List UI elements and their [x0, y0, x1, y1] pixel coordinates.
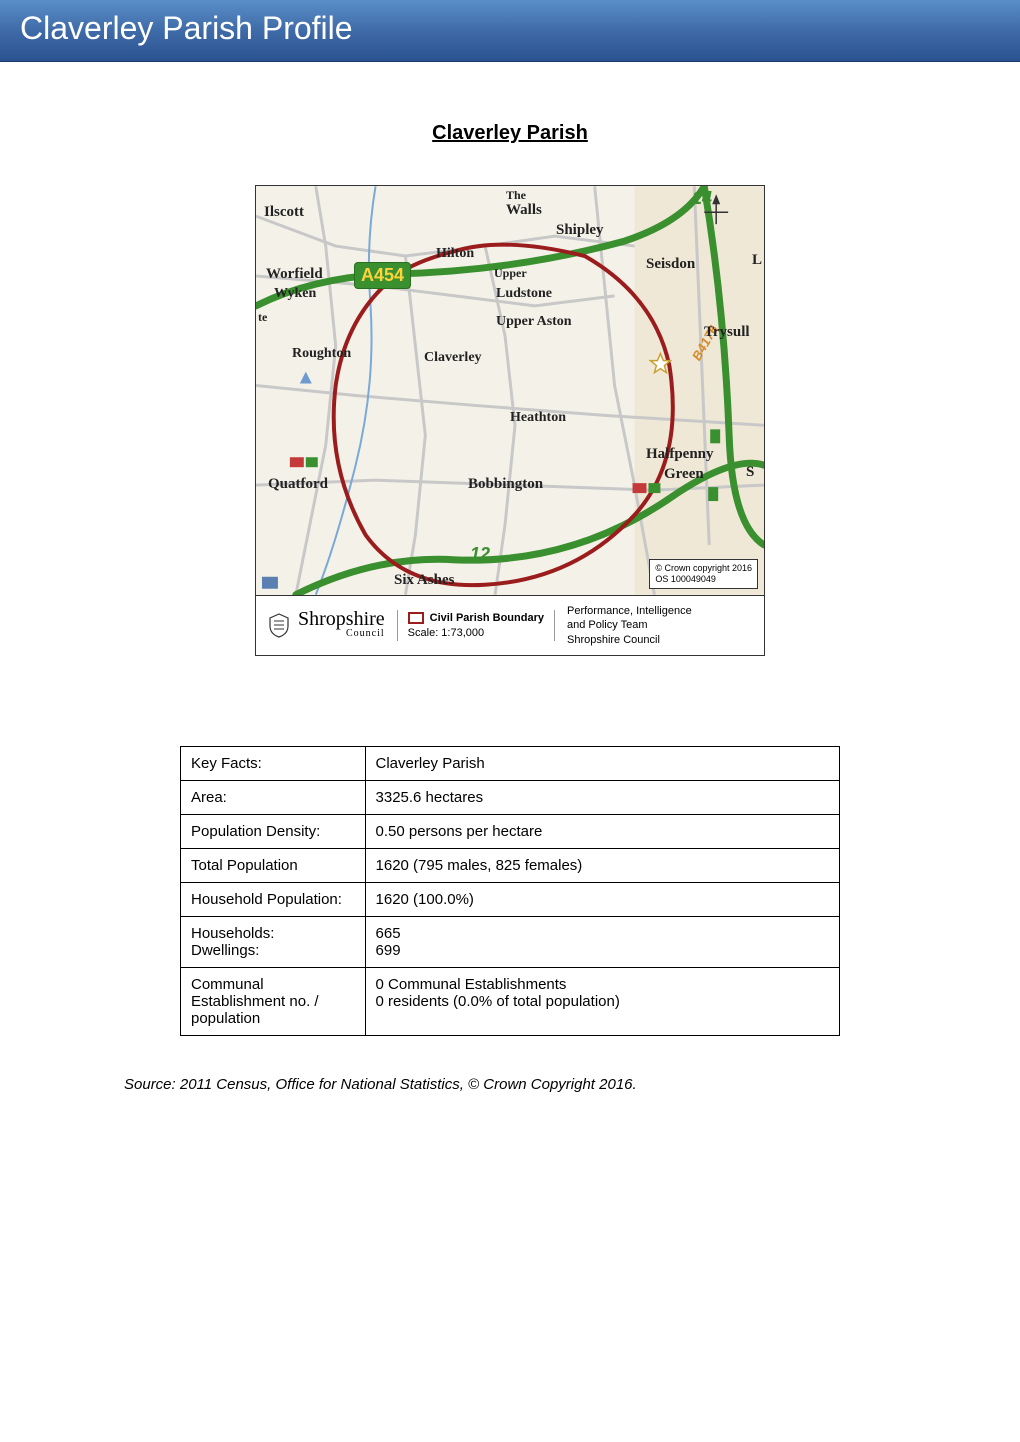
table-row: Communal Establishment no. / population0…	[181, 967, 840, 1035]
table-row: Key Facts:Claverley Parish	[181, 746, 840, 780]
facts-key: Area:	[181, 780, 366, 814]
map-place-label: Upper	[494, 266, 527, 281]
map-place-label: L	[752, 252, 762, 269]
copyright-line1: © Crown copyright 2016	[655, 563, 752, 574]
parish-title: Claverley Parish	[120, 122, 900, 145]
team-line3: Shropshire Council	[567, 633, 692, 647]
facts-value: 665 699	[365, 916, 839, 967]
page-header: Claverley Parish Profile	[0, 0, 1020, 62]
facts-key: Household Population:	[181, 882, 366, 916]
table-row: Households: Dwellings:665 699	[181, 916, 840, 967]
map-container: B4176	[120, 185, 900, 656]
facts-key: Population Density:	[181, 814, 366, 848]
council-logo: Shropshire Council	[266, 611, 385, 639]
facts-key: Households: Dwellings:	[181, 916, 366, 967]
map-place-label: Wyken	[274, 286, 316, 302]
map-place-label: Trysull	[704, 324, 750, 341]
map-place-label: Ludstone	[496, 286, 552, 302]
map-place-label: Ilscott	[264, 204, 304, 221]
road-number-12: 12	[470, 544, 490, 565]
content-area: Claverley Parish	[0, 62, 1020, 1133]
facts-header-key: Key Facts:	[181, 746, 366, 780]
council-sub: Council	[298, 628, 385, 639]
copyright-line2: OS 100049049	[655, 574, 752, 585]
legend-label: Civil Parish Boundary	[430, 612, 544, 624]
page-title: Claverley Parish Profile	[20, 10, 1000, 47]
team-line2: and Policy Team	[567, 618, 692, 632]
facts-value: 3325.6 hectares	[365, 780, 839, 814]
map-footer: Shropshire Council Civil Parish Boundary…	[256, 596, 764, 655]
source-note: Source: 2011 Census, Office for National…	[124, 1076, 900, 1093]
map-place-label: Shipley	[556, 222, 604, 239]
map-place-label: Halfpenny	[646, 446, 714, 463]
map-copyright: © Crown copyright 2016 OS 100049049	[649, 559, 758, 589]
facts-value: 1620 (795 males, 825 females)	[365, 848, 839, 882]
map-place-label: Upper Aston	[496, 314, 572, 330]
facts-value: 0 Communal Establishments 0 residents (0…	[365, 967, 839, 1035]
map-place-label: Seisdon	[646, 256, 695, 273]
table-row: Household Population:1620 (100.0%)	[181, 882, 840, 916]
map-area: B4176	[256, 186, 764, 596]
map-place-label: Roughton	[292, 346, 351, 362]
table-row: Total Population1620 (795 males, 825 fem…	[181, 848, 840, 882]
map-place-label: The	[506, 188, 526, 203]
map-place-label: Claverley	[424, 350, 482, 366]
road-shield-a454: A454	[354, 262, 411, 289]
table-row: Population Density:0.50 persons per hect…	[181, 814, 840, 848]
council-crest-icon	[266, 612, 292, 638]
map-place-label: te	[258, 310, 267, 325]
map-place-label: S	[746, 464, 754, 481]
council-name: Shropshire	[298, 611, 385, 628]
map-box: B4176	[255, 185, 765, 656]
facts-value: 1620 (100.0%)	[365, 882, 839, 916]
map-place-label: Walls	[506, 202, 542, 219]
map-place-label: Hilton	[436, 246, 474, 262]
map-place-label: Heathton	[510, 410, 566, 426]
facts-key: Total Population	[181, 848, 366, 882]
scale-label: Scale: 1:73,000	[408, 627, 544, 639]
road-number-14: 14	[692, 188, 712, 209]
map-place-label: Green	[664, 466, 704, 483]
facts-key: Communal Establishment no. / population	[181, 967, 366, 1035]
facts-value: 0.50 persons per hectare	[365, 814, 839, 848]
map-place-label: Quatford	[268, 476, 328, 493]
map-place-label: Six Ashes	[394, 572, 454, 589]
map-place-label: Worfield	[266, 266, 323, 283]
key-facts-table: Key Facts:Claverley ParishArea:3325.6 he…	[180, 746, 840, 1036]
table-row: Area:3325.6 hectares	[181, 780, 840, 814]
map-place-label: Bobbington	[468, 476, 543, 493]
map-svg: B4176	[256, 186, 764, 595]
team-line1: Performance, Intelligence	[567, 604, 692, 618]
map-legend: Civil Parish Boundary Scale: 1:73,000	[397, 610, 555, 641]
map-attribution: Performance, Intelligence and Policy Tea…	[567, 604, 692, 647]
boundary-swatch-icon	[408, 612, 424, 624]
facts-header-val: Claverley Parish	[365, 746, 839, 780]
